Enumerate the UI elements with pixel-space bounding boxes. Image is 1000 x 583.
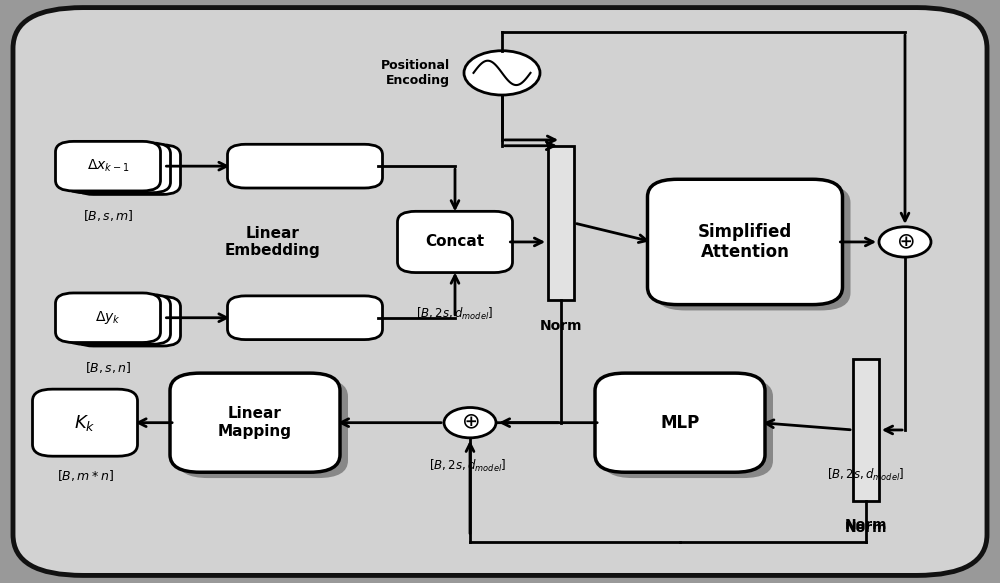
Circle shape xyxy=(464,51,540,95)
Text: Concat: Concat xyxy=(425,234,485,250)
Text: $[B, 2s, d_{model}]$: $[B, 2s, d_{model}]$ xyxy=(416,305,494,322)
FancyBboxPatch shape xyxy=(33,389,138,456)
FancyBboxPatch shape xyxy=(178,379,348,478)
FancyBboxPatch shape xyxy=(595,373,765,472)
FancyBboxPatch shape xyxy=(227,145,382,188)
FancyBboxPatch shape xyxy=(76,145,180,195)
Text: $[B, 2s, d_{model}]$: $[B, 2s, d_{model}]$ xyxy=(827,467,905,483)
Text: Linear
Mapping: Linear Mapping xyxy=(218,406,292,439)
Bar xyxy=(853,359,879,501)
Text: Simplified
Attention: Simplified Attention xyxy=(698,223,792,261)
Text: Norm: Norm xyxy=(845,518,887,532)
FancyBboxPatch shape xyxy=(398,212,512,273)
Text: $[B, 2s, d_{model}]$: $[B, 2s, d_{model}]$ xyxy=(429,458,507,475)
FancyBboxPatch shape xyxy=(65,294,170,344)
Text: $\oplus$: $\oplus$ xyxy=(896,232,914,252)
Text: $\Delta x_{k-1}$: $\Delta x_{k-1}$ xyxy=(87,158,129,174)
FancyBboxPatch shape xyxy=(656,185,850,310)
Circle shape xyxy=(879,227,931,257)
FancyBboxPatch shape xyxy=(170,373,340,472)
Text: Norm: Norm xyxy=(845,521,887,535)
Text: $\Delta y_k$: $\Delta y_k$ xyxy=(95,309,121,326)
FancyBboxPatch shape xyxy=(56,293,160,342)
Text: Positional
Encoding: Positional Encoding xyxy=(381,59,450,87)
Text: $[B, m*n]$: $[B, m*n]$ xyxy=(57,468,113,483)
Text: Linear
Embedding: Linear Embedding xyxy=(225,226,321,258)
Text: $\oplus$: $\oplus$ xyxy=(461,413,479,433)
Circle shape xyxy=(444,408,496,438)
FancyBboxPatch shape xyxy=(13,8,987,575)
Text: $[B, s, m]$: $[B, s, m]$ xyxy=(83,208,133,223)
FancyBboxPatch shape xyxy=(56,142,160,191)
FancyBboxPatch shape xyxy=(603,379,773,478)
Bar xyxy=(548,146,574,300)
FancyBboxPatch shape xyxy=(76,296,180,346)
Text: $K_k$: $K_k$ xyxy=(74,413,96,433)
FancyBboxPatch shape xyxy=(65,143,170,192)
Text: Norm: Norm xyxy=(540,319,582,333)
Text: $[B, s, n]$: $[B, s, n]$ xyxy=(85,360,131,375)
FancyBboxPatch shape xyxy=(227,296,382,339)
Text: MLP: MLP xyxy=(660,414,700,431)
FancyBboxPatch shape xyxy=(648,180,842,304)
